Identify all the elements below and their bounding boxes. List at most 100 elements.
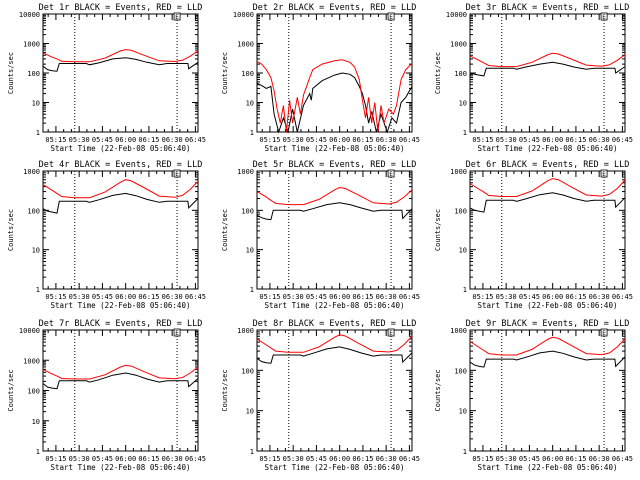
x-tick-label: 06:30 bbox=[376, 293, 397, 301]
panel-8: Det 8r BLACK = Events, RED = LLD Counts/s… bbox=[221, 319, 420, 472]
event-marker-box bbox=[387, 169, 395, 178]
y-tick-label: 10 bbox=[459, 408, 467, 416]
x-tick-label: 06:15 bbox=[565, 293, 586, 301]
x-axis-label: Start Time (22-Feb-08 05:06:40) bbox=[478, 144, 618, 153]
event-marker-box bbox=[600, 328, 608, 337]
x-tick-label: 06:45 bbox=[185, 136, 206, 144]
y-tick-label: 100 bbox=[27, 388, 40, 396]
x-tick-label: 06:30 bbox=[376, 455, 397, 463]
panel-7: Det 7r BLACK = Events, RED = LLD Counts/s… bbox=[7, 319, 206, 472]
event-marker-box bbox=[387, 12, 395, 21]
y-axis-label: Counts/sec bbox=[7, 52, 15, 94]
x-axis-label: Start Time (22-Feb-08 05:06:40) bbox=[478, 463, 618, 472]
y-tick-label: 1 bbox=[36, 448, 40, 456]
event-marker-box bbox=[173, 12, 181, 21]
plot-frame bbox=[42, 13, 199, 133]
x-tick-label: 06:45 bbox=[612, 293, 633, 301]
y-tick-label: 100 bbox=[241, 367, 254, 375]
y-tick-label: 1000 bbox=[450, 41, 467, 49]
panel-4: Det 4r BLACK = Events, RED = LLD Counts/s… bbox=[7, 160, 206, 310]
x-tick-label: 06:30 bbox=[589, 136, 610, 144]
plot-frame bbox=[469, 329, 626, 452]
series-events-line bbox=[469, 350, 626, 368]
x-tick-label: 06:00 bbox=[542, 455, 563, 463]
y-axis-label: Counts/sec bbox=[434, 369, 442, 411]
x-axis-label: Start Time (22-Feb-08 05:06:40) bbox=[478, 301, 618, 310]
series-events-line bbox=[42, 192, 199, 214]
x-tick-label: 06:45 bbox=[185, 293, 206, 301]
y-tick-label: 100 bbox=[27, 70, 40, 78]
series-events-line bbox=[256, 72, 413, 134]
x-tick-label: 06:30 bbox=[162, 293, 183, 301]
x-axis-label: Start Time (22-Feb-08 05:06:40) bbox=[51, 144, 191, 153]
x-tick-label: 05:30 bbox=[69, 293, 90, 301]
series-lld-line bbox=[469, 52, 626, 68]
x-tick-label: 06:00 bbox=[115, 293, 136, 301]
event-marker-box bbox=[173, 328, 181, 337]
y-tick-label: 10000 bbox=[19, 11, 40, 19]
x-tick-label: 06:15 bbox=[565, 136, 586, 144]
event-marker-box bbox=[387, 328, 395, 337]
x-tick-label: 06:45 bbox=[612, 455, 633, 463]
x-tick-label: 05:15 bbox=[45, 293, 66, 301]
series-lld-line bbox=[42, 49, 199, 63]
series-lld-line bbox=[469, 336, 626, 356]
panel-3: Det 3r BLACK = Events, RED = LLD Counts/s… bbox=[434, 3, 633, 153]
x-tick-label: 06:45 bbox=[399, 136, 420, 144]
y-tick-label: 100 bbox=[241, 207, 254, 215]
y-tick-label: 1000 bbox=[237, 41, 254, 49]
chart-title: Det 6r BLACK = Events, RED = LLD bbox=[466, 160, 630, 170]
chart-title: Det 8r BLACK = Events, RED = LLD bbox=[253, 319, 417, 329]
y-axis-label: Counts/sec bbox=[221, 369, 229, 411]
y-tick-label: 1000 bbox=[450, 168, 467, 176]
event-marker-label: E bbox=[389, 330, 393, 337]
chart-title: Det 5r BLACK = Events, RED = LLD bbox=[253, 160, 417, 170]
x-tick-label: 06:30 bbox=[589, 293, 610, 301]
panel-2: Det 2r BLACK = Events, RED = LLD Counts/s… bbox=[221, 3, 420, 153]
y-tick-label: 10000 bbox=[233, 11, 254, 19]
series-events-line bbox=[42, 372, 199, 390]
event-marker-box bbox=[173, 169, 181, 178]
series-lld-line bbox=[42, 364, 199, 380]
chart-title: Det 3r BLACK = Events, RED = LLD bbox=[466, 3, 630, 13]
x-tick-label: 05:30 bbox=[69, 455, 90, 463]
event-marker-label: E bbox=[389, 171, 393, 178]
y-tick-label: 1000 bbox=[23, 41, 40, 49]
x-axis-label: Start Time (22-Feb-08 05:06:40) bbox=[265, 301, 405, 310]
x-tick-label: 05:45 bbox=[519, 293, 540, 301]
x-tick-label: 06:00 bbox=[115, 136, 136, 144]
chart-title: Det 1r BLACK = Events, RED = LLD bbox=[39, 3, 203, 13]
plot-frame bbox=[469, 170, 626, 290]
series-events-line bbox=[42, 57, 199, 72]
event-marker-box bbox=[600, 12, 608, 21]
y-tick-label: 100 bbox=[241, 70, 254, 78]
chart-title: Det 4r BLACK = Events, RED = LLD bbox=[39, 160, 203, 170]
y-tick-label: 1 bbox=[463, 286, 467, 294]
x-tick-label: 06:45 bbox=[399, 293, 420, 301]
y-tick-label: 10 bbox=[459, 247, 467, 255]
chart-title: Det 2r BLACK = Events, RED = LLD bbox=[253, 3, 417, 13]
x-tick-label: 05:30 bbox=[283, 136, 304, 144]
y-tick-label: 1000 bbox=[23, 168, 40, 176]
event-marker-label: E bbox=[602, 171, 606, 178]
panel-9: Det 9r BLACK = Events, RED = LLD Counts/s… bbox=[434, 319, 633, 472]
x-tick-label: 06:30 bbox=[162, 455, 183, 463]
x-tick-label: 05:15 bbox=[259, 136, 280, 144]
series-lld-line bbox=[256, 186, 413, 206]
y-tick-label: 10 bbox=[459, 100, 467, 108]
x-tick-label: 06:45 bbox=[399, 455, 420, 463]
plot-frame bbox=[42, 329, 199, 452]
event-marker-label: E bbox=[175, 171, 179, 178]
x-tick-label: 06:00 bbox=[329, 455, 350, 463]
x-tick-label: 06:45 bbox=[185, 455, 206, 463]
event-marker-box bbox=[600, 169, 608, 178]
series-events-line bbox=[256, 202, 413, 221]
series-events-line bbox=[469, 192, 626, 213]
series-events-line bbox=[469, 61, 626, 77]
x-tick-label: 05:45 bbox=[519, 455, 540, 463]
y-tick-label: 10000 bbox=[446, 11, 467, 19]
plot-frame bbox=[256, 170, 413, 290]
x-tick-label: 05:45 bbox=[92, 136, 113, 144]
x-tick-label: 06:15 bbox=[565, 455, 586, 463]
series-events-line bbox=[256, 346, 413, 364]
